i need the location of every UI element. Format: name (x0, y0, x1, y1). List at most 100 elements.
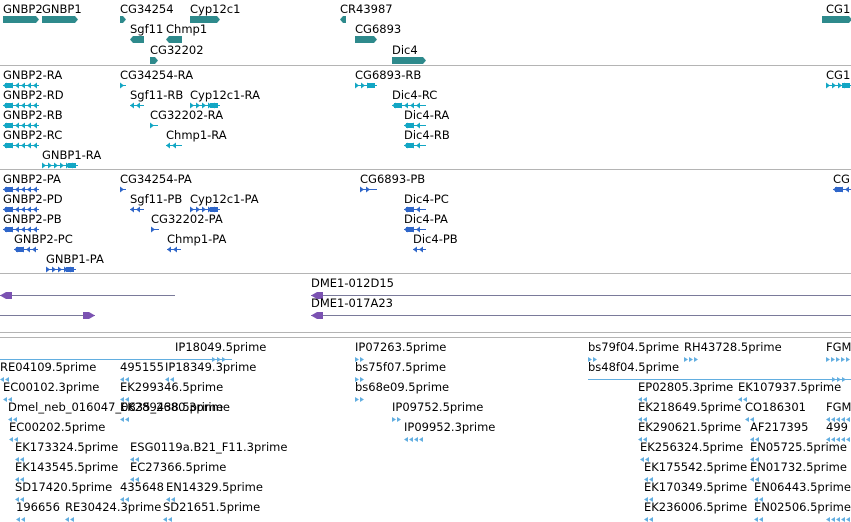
ests-glyph[interactable] (165, 376, 181, 385)
feature-label[interactable]: GNBP2-PB (3, 212, 62, 226)
feature-label[interactable]: 495155 (120, 360, 164, 374)
ests-glyph[interactable] (120, 416, 134, 425)
feature-label[interactable]: EK290621.5prime (638, 420, 742, 434)
genes-glyph[interactable] (166, 36, 184, 45)
feature-label[interactable]: CG1 (826, 68, 851, 82)
feature-label[interactable]: EN06443.5prime (754, 480, 851, 494)
genes-glyph[interactable] (3, 16, 41, 25)
feature-label[interactable]: EK218649.5prime (638, 400, 742, 414)
transcripts-glyph[interactable] (190, 102, 222, 111)
genes-glyph[interactable] (42, 16, 80, 25)
ests-glyph[interactable] (644, 476, 658, 485)
ests-glyph[interactable] (16, 516, 30, 522)
feature-label[interactable]: Dic4-RB (404, 128, 450, 142)
transcripts-glyph[interactable] (3, 142, 41, 151)
clones-glyph[interactable] (311, 312, 851, 321)
feature-label[interactable]: EC27366.5prime (130, 460, 227, 474)
feature-label[interactable]: SD21651.5prime (163, 500, 261, 514)
ests-glyph[interactable] (8, 416, 22, 425)
ests-glyph[interactable] (754, 496, 768, 505)
feature-label[interactable]: Chmp1 (166, 22, 208, 36)
clones-glyph[interactable] (0, 312, 97, 321)
feature-label[interactable]: 435648 (120, 480, 164, 494)
ests-glyph[interactable] (754, 516, 768, 522)
ests-glyph[interactable] (15, 476, 29, 485)
feature-label[interactable]: EK143545.5prime (15, 460, 119, 474)
ests-glyph[interactable] (65, 516, 79, 522)
feature-label[interactable]: CR43987 (340, 2, 393, 16)
transcripts-glyph[interactable] (404, 142, 428, 151)
feature-label[interactable]: IP09752.5prime (392, 400, 484, 414)
feature-label[interactable]: bs68e09.5prime (355, 380, 450, 394)
feature-label[interactable]: GNBP1-PA (46, 252, 104, 266)
feature-label[interactable]: EC00102.3prime (3, 380, 100, 394)
proteins-glyph[interactable] (3, 206, 41, 215)
feature-label[interactable]: Chmp1-PA (167, 232, 227, 246)
feature-label[interactable]: EK107937.5prime (738, 380, 842, 394)
genes-glyph[interactable] (822, 16, 851, 25)
ests-glyph[interactable] (120, 396, 134, 405)
ests-glyph[interactable] (130, 456, 144, 465)
feature-label[interactable]: ESG0119a.B21_F11.3prime (130, 440, 288, 454)
ests-glyph[interactable] (826, 356, 851, 365)
feature-label[interactable]: RH43728.5prime (684, 340, 782, 354)
feature-label[interactable]: DME1-017A23 (311, 296, 393, 310)
genes-glyph[interactable] (392, 57, 428, 66)
feature-label[interactable]: Dic4-PC (404, 192, 449, 206)
feature-label[interactable]: CG34254-RA (120, 68, 194, 82)
ests-glyph[interactable] (738, 396, 752, 405)
feature-label[interactable]: Dmel_neb_016047_0835_2680.3prime (8, 400, 230, 414)
feature-label[interactable]: EN05725.5prime (750, 440, 847, 454)
feature-label[interactable]: Dic4-RA (404, 108, 450, 122)
ests-glyph[interactable] (130, 476, 144, 485)
proteins-glyph[interactable] (46, 266, 78, 275)
ests-glyph[interactable] (826, 416, 851, 425)
feature-label[interactable]: AF217395 (750, 420, 809, 434)
feature-label[interactable]: Dic4-PA (404, 212, 448, 226)
feature-label[interactable]: bs79f04.5prime (588, 340, 680, 354)
feature-label[interactable]: CG34254-PA (120, 172, 192, 186)
ests-glyph[interactable] (0, 376, 14, 385)
transcripts-glyph[interactable] (826, 82, 851, 91)
ests-glyph[interactable] (163, 516, 177, 522)
feature-label[interactable]: Dic4 (392, 43, 418, 57)
feature-label[interactable]: bs48f04.5prime (588, 360, 680, 374)
feature-label[interactable]: EK173324.5prime (15, 440, 119, 454)
ests-glyph[interactable] (638, 436, 652, 445)
transcripts-glyph[interactable] (42, 162, 80, 171)
feature-label[interactable]: GNBP2-RC (3, 128, 63, 142)
ests-glyph[interactable] (15, 496, 29, 505)
transcripts-glyph[interactable] (3, 102, 41, 111)
feature-label[interactable]: IP18049.5prime (175, 340, 267, 354)
proteins-glyph[interactable] (404, 226, 428, 235)
genes-glyph[interactable] (190, 16, 222, 25)
feature-label[interactable]: GNBP2-PD (3, 192, 63, 206)
feature-label[interactable]: Chmp1-RA (166, 128, 227, 142)
feature-label[interactable]: FGM (826, 400, 851, 414)
feature-label[interactable]: CG6893-PB (360, 172, 426, 186)
feature-label[interactable]: 499 (826, 420, 848, 434)
proteins-glyph[interactable] (14, 246, 40, 255)
ests-glyph[interactable] (120, 376, 132, 385)
feature-label[interactable]: EP02805.3prime (638, 380, 734, 394)
feature-label[interactable]: GNBP2-RA (3, 68, 63, 82)
ests-glyph[interactable] (638, 396, 652, 405)
ests-glyph[interactable] (588, 356, 604, 365)
feature-label[interactable]: RE04109.5prime (0, 360, 97, 374)
feature-label[interactable]: EK236006.5prime (644, 500, 748, 514)
feature-label[interactable]: EN02506.5prime (754, 500, 851, 514)
ests-glyph[interactable] (745, 416, 759, 425)
clones-glyph[interactable] (311, 292, 851, 301)
feature-label[interactable]: GNBP2-RB (3, 108, 63, 122)
feature-label[interactable]: SD17420.5prime (15, 480, 113, 494)
ests-glyph[interactable] (392, 416, 406, 425)
ests-glyph[interactable] (588, 376, 851, 385)
proteins-glyph[interactable] (130, 206, 146, 215)
feature-label[interactable]: GNBP2-RD (3, 88, 64, 102)
ests-glyph[interactable] (355, 356, 369, 365)
transcripts-glyph[interactable] (404, 122, 428, 131)
genes-glyph[interactable] (150, 57, 160, 66)
genes-glyph[interactable] (355, 36, 379, 45)
proteins-glyph[interactable] (404, 206, 428, 215)
proteins-glyph[interactable] (3, 186, 41, 195)
